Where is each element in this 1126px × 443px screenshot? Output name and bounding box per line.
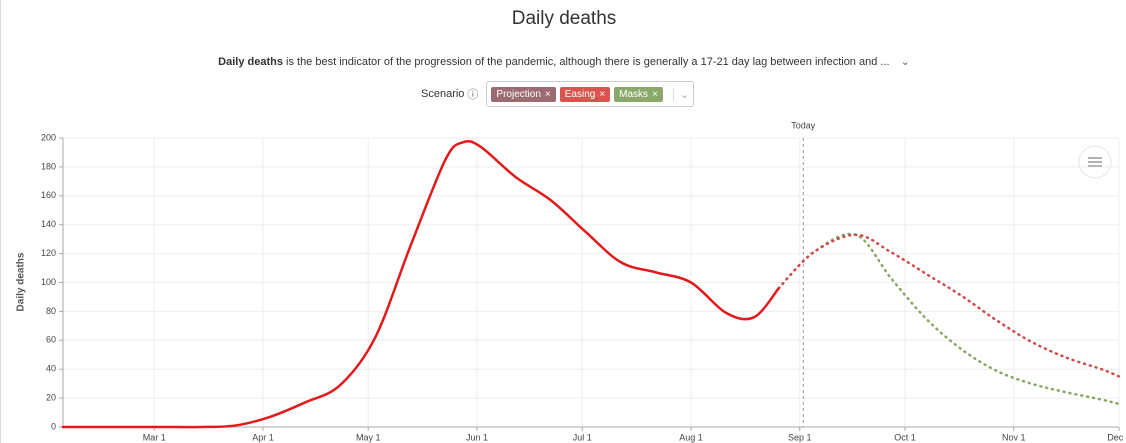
tag-remove[interactable]: × (652, 88, 658, 100)
series-line (61, 139, 780, 429)
y-tick-label: 200 (41, 132, 56, 142)
x-tick-label: May 1 (356, 432, 381, 442)
x-tick-label: Jul 1 (573, 432, 592, 442)
tag-name: Projection (496, 88, 541, 100)
chart: Daily deaths 0 20 40 60 80 100 120 140 160 180 200… (16, 120, 1125, 442)
scenario-tag[interactable]: Projection × (491, 86, 556, 102)
y-tick-label: 40 (46, 364, 56, 374)
x-tick-label: Oct 1 (894, 432, 916, 442)
description-bold: Daily deaths (218, 56, 283, 68)
dropdown-chevron[interactable]: ⌄ (672, 87, 689, 101)
info-icon[interactable]: ⓘ (467, 89, 479, 101)
x-tick-label: Sep 1 (788, 432, 812, 442)
tag-remove[interactable]: × (599, 88, 606, 100)
today-label: Today (791, 120, 816, 130)
description[interactable]: Daily deaths is the best indicator of th… (1, 55, 1125, 68)
tag-remove[interactable]: × (544, 88, 551, 100)
y-axis-label: Daily deaths (16, 252, 27, 311)
x-tick-label: Jun 1 (466, 432, 488, 442)
series-line (777, 233, 1121, 378)
y-tick-label: 80 (46, 306, 56, 316)
scenario-tag[interactable]: Easing × (559, 86, 611, 102)
scenario-selector: Scenario ⓘ Projection × Easing × Masks × ⌄ (421, 81, 695, 107)
settings-button[interactable] (1078, 145, 1112, 179)
y-tick-label: 180 (41, 161, 56, 171)
x-tick-label: Nov 1 (1002, 432, 1026, 442)
page-title: Daily deaths (511, 8, 617, 29)
y-tick-label: 140 (41, 219, 56, 229)
scenario-tag[interactable]: Masks × (614, 86, 663, 102)
series-line (777, 232, 1121, 406)
x-tick-label: Aug 1 (679, 432, 703, 442)
y-tick-label: 0 (51, 421, 56, 431)
y-tick-label: 160 (41, 190, 56, 200)
x-tick-label: Dec 1 (1107, 432, 1125, 442)
y-tick-label: 60 (46, 335, 56, 345)
tag-box[interactable]: Projection × Easing × Masks × ⌄ (486, 81, 695, 107)
y-tick-label: 20 (46, 392, 56, 402)
tag-name: Masks (619, 88, 649, 100)
x-tick-label: Mar 1 (143, 432, 166, 442)
scenario-label: Scenario (421, 88, 465, 100)
x-tick-label: Apr 1 (252, 432, 274, 442)
y-tick-label: 120 (41, 248, 56, 258)
tag-name: Easing (564, 88, 596, 100)
expand-chevron[interactable]: ⌄ (900, 56, 910, 68)
y-tick-label: 100 (41, 277, 56, 287)
description-text: is the best indicator of the progression… (282, 56, 890, 68)
